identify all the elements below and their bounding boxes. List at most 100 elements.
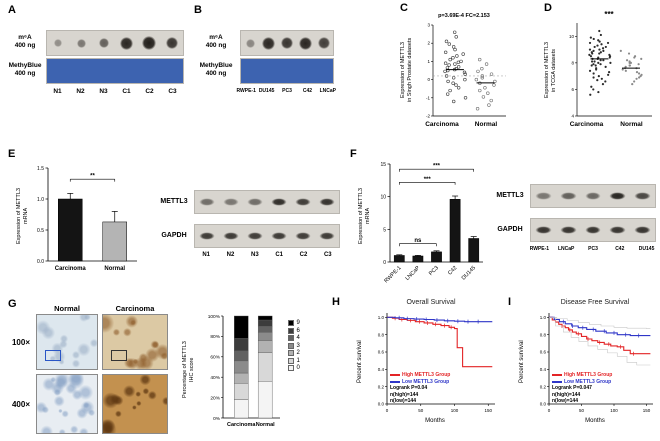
svg-text:15: 15 [380, 162, 386, 168]
lane-labels: RWPE-1 DU145 PC3 C42 LNCaP [236, 88, 338, 94]
lane-label: C42 [615, 246, 625, 252]
western-band [246, 232, 264, 240]
panel-c: C Expression of METTL3 in Singh Prostate… [396, 2, 514, 142]
x-category-labels: Carcinoma Normal [420, 121, 508, 128]
legend-label: 4 [296, 335, 300, 341]
western-band [246, 198, 264, 206]
km-stat-text: Logrank P=0.047 [552, 385, 592, 391]
svg-text:150: 150 [484, 408, 492, 413]
chart-title: Disease Free Survival [560, 299, 630, 306]
svg-text:0: 0 [386, 408, 389, 413]
lane-label: N1 [202, 252, 210, 258]
svg-text:8: 8 [571, 60, 574, 65]
legend-swatch [288, 357, 294, 364]
lane-label: C2 [145, 88, 154, 95]
svg-text:0.0: 0.0 [37, 259, 44, 265]
svg-text:0.0: 0.0 [540, 402, 547, 407]
significance-annotation: *** [604, 10, 614, 19]
panel-i: I Disease Free Survival Percent survival… [504, 296, 660, 441]
svg-text:0.4: 0.4 [378, 367, 385, 372]
km-stat-text: n(low)=144 [552, 398, 578, 404]
western-band [270, 232, 288, 240]
magnified-region-box [111, 350, 127, 361]
panel-g: G Normal Carcinoma 100× 400× Percentage … [6, 296, 324, 441]
western-band [609, 226, 627, 234]
legend-item: 3 [288, 342, 300, 349]
svg-text:RWPE-1: RWPE-1 [383, 265, 402, 284]
lane-label: LNCaP [557, 246, 575, 252]
km-legend-label: High METTL3 Group [564, 372, 613, 378]
svg-text:0.2: 0.2 [378, 384, 385, 389]
svg-text:0: 0 [548, 408, 551, 413]
lane-label: DU145 [638, 246, 655, 252]
dot-blot-membrane-methyblue [240, 58, 334, 84]
lane-label: N1 [53, 88, 62, 95]
dot-blot-spot [76, 38, 86, 48]
svg-text:4: 4 [571, 114, 574, 119]
svg-text:1.0: 1.0 [540, 315, 547, 320]
western-band [534, 192, 552, 200]
svg-text:0.4: 0.4 [540, 367, 547, 372]
panel-i-label: I [508, 296, 512, 308]
blot-row-label-gapdh: GAPDH [161, 232, 187, 239]
lane-label: PC3 [588, 246, 598, 252]
km-legend-item: Low METTL3 Group [552, 379, 612, 386]
svg-text:C42: C42 [447, 265, 458, 276]
svg-text:0.6: 0.6 [378, 350, 385, 355]
western-band [294, 232, 312, 240]
svg-text:1.5: 1.5 [37, 166, 44, 172]
magnified-region-box [45, 350, 61, 361]
svg-text:***: *** [424, 177, 432, 183]
y-axis-label: Expression of METTL3 in TCGA datasets [544, 42, 557, 98]
dot-blot-membrane-m6a [46, 30, 184, 56]
x-axis-label: Months [585, 418, 605, 424]
lane-labels: RWPE-1 LNCaP PC3 C42 DU145 [526, 246, 660, 252]
km-legend-line [552, 380, 562, 383]
svg-text:80%: 80% [210, 334, 220, 340]
ihc-normal-400x [36, 374, 98, 434]
lane-label: C2 [299, 252, 308, 258]
western-blot-gapdh [194, 224, 340, 248]
legend-label: 6 [296, 327, 300, 334]
svg-text:20%: 20% [210, 395, 220, 401]
svg-text:0%: 0% [213, 416, 221, 422]
svg-text:ns: ns [414, 238, 422, 244]
panel-a-label: A [8, 4, 16, 16]
legend-item: 4 [288, 335, 300, 341]
western-band [534, 226, 552, 234]
blot-row-label-mettl3: METTL3 [496, 192, 524, 199]
scatter-chart-tcga: 4 6 8 10 [569, 23, 652, 119]
lane-label: C1 [275, 252, 283, 258]
row-header-400x: 400× [11, 400, 31, 409]
dot-blot-spot [165, 37, 178, 49]
western-band [198, 198, 216, 206]
lane-label: C42 [302, 88, 313, 94]
lane-label: N3 [99, 88, 108, 95]
legend-swatch [288, 365, 294, 371]
lane-label: C3 [168, 88, 177, 95]
svg-text:DU145: DU145 [461, 265, 477, 281]
category-carcinoma: Carcinoma [425, 121, 459, 128]
svg-text:150: 150 [643, 408, 651, 413]
panel-e-label: E [8, 148, 16, 160]
svg-text:***: *** [433, 164, 441, 170]
svg-text:0.0: 0.0 [378, 402, 385, 407]
legend-item: 6 [288, 327, 300, 334]
methyblue-row-label: MethyBlue 400 ng [199, 62, 233, 77]
lane-label: LNCaP [319, 88, 337, 94]
dot-blot-spot [317, 37, 330, 49]
svg-text:100%: 100% [208, 314, 221, 320]
dot-blot-spot [298, 36, 312, 50]
bar-chart-mrna-tissue: 0.0 0.5 1.0 1.5 Carcinoma Normal ** [37, 166, 137, 272]
svg-text:10: 10 [569, 34, 575, 39]
svg-text:40%: 40% [210, 375, 220, 381]
dot-blot-spot [54, 39, 63, 47]
svg-text:50: 50 [418, 408, 424, 413]
panel-e: E Expression of METTL3 mRNA 0.0 0.5 1.0 1.5… [6, 146, 340, 288]
legend-swatch [288, 327, 294, 334]
panel-f: F Expression of METTL3 mRNA 0 5 10 15 RWPE-1… [346, 146, 660, 294]
legend-swatch [288, 342, 294, 349]
chart-title: Overall Survival [406, 299, 456, 306]
svg-text:-2: -2 [426, 114, 430, 119]
lane-labels: N1 N2 N3 C1 C2 C3 [46, 88, 184, 95]
